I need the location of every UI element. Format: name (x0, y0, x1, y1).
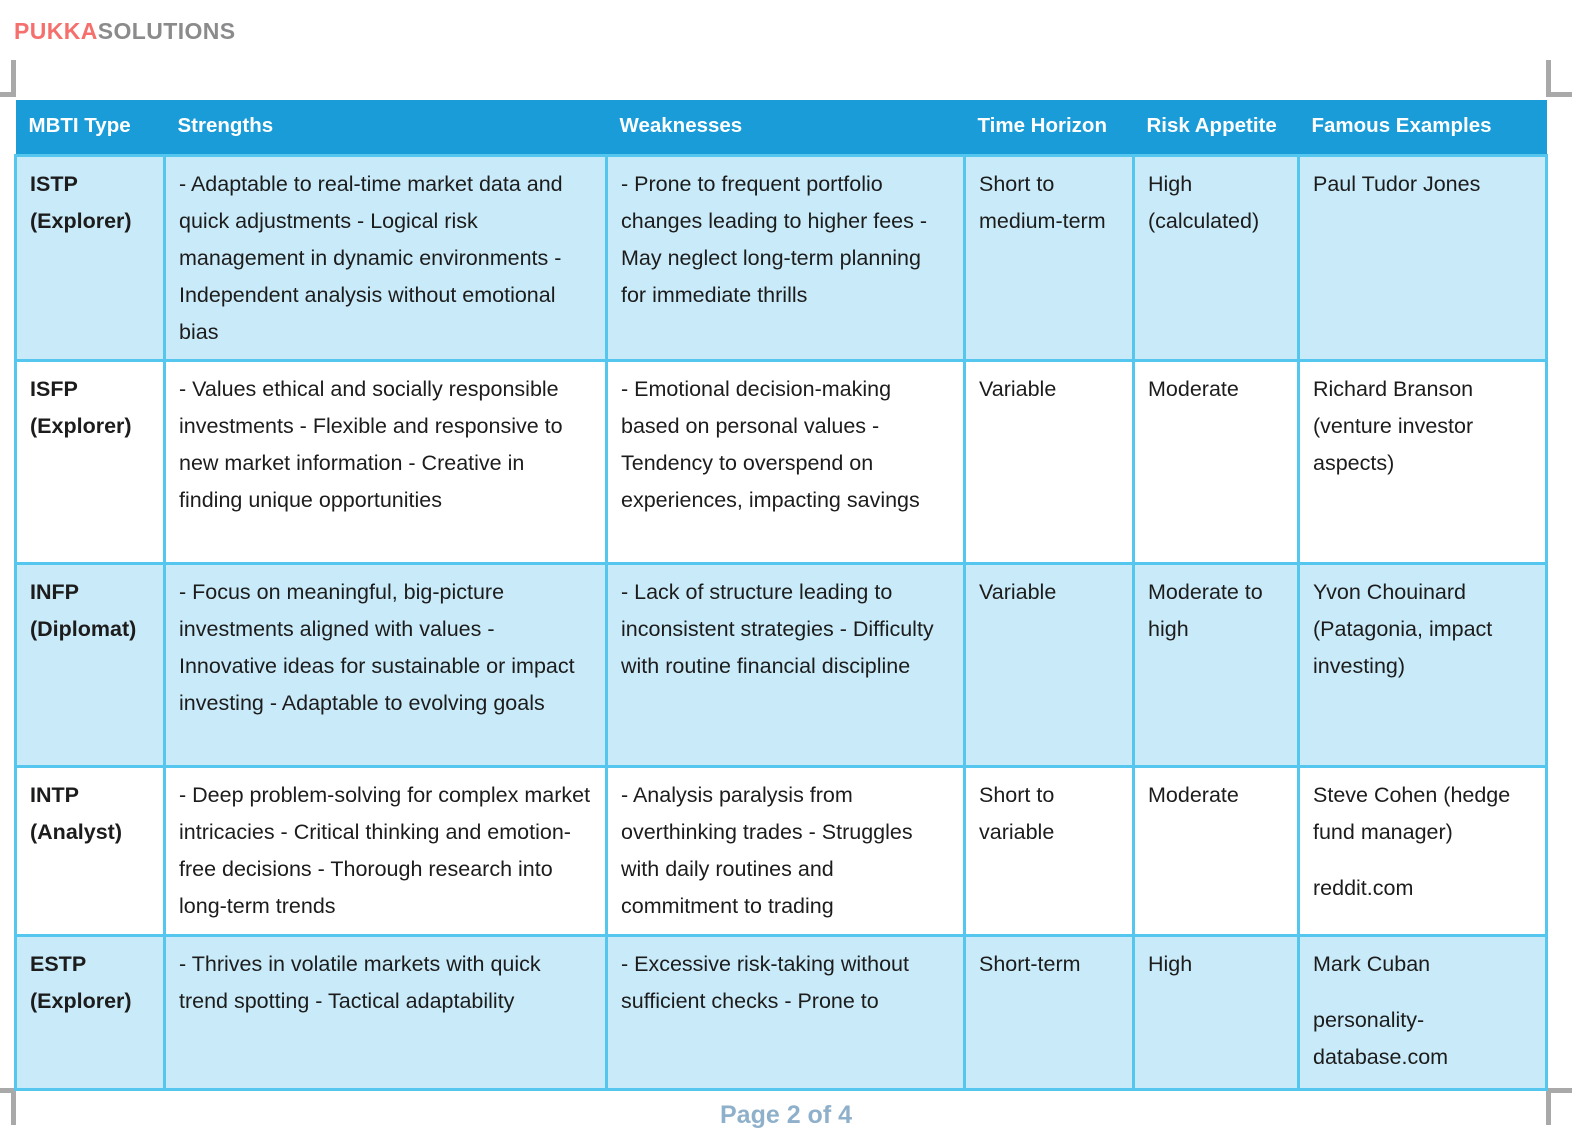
cell-famous-examples: Yvon Chouinard (Patagonia, impact invest… (1297, 562, 1548, 768)
famous-example-line: Richard Branson (venture investor aspect… (1313, 377, 1474, 475)
famous-example-line: Mark Cuban (1313, 952, 1431, 976)
cell-mbti-type: ESTP (Explorer) (14, 934, 166, 1091)
cell-famous-examples: Mark Cuban personality-database.com (1297, 934, 1548, 1091)
famous-example-line: reddit.com (1313, 876, 1414, 900)
cell-risk-appetite: Moderate (1132, 765, 1300, 937)
column-header-famous-examples: Famous Examples (1298, 100, 1547, 156)
cell-time-horizon: Variable (963, 359, 1135, 565)
cell-weaknesses: - Emotional decision-making based on per… (605, 359, 966, 565)
cell-risk-appetite: Moderate to high (1132, 562, 1300, 768)
cell-time-horizon: Variable (963, 562, 1135, 768)
crop-mark-bottom-left-icon (0, 1088, 16, 1125)
column-header-risk-appetite: Risk Appetite (1133, 100, 1299, 156)
cell-famous-examples: Richard Branson (venture investor aspect… (1297, 359, 1548, 565)
cell-mbti-type: ISTP (Explorer) (14, 154, 166, 362)
cell-weaknesses: - Prone to frequent portfolio changes le… (605, 154, 966, 362)
crop-mark-bottom-right-icon (1546, 1088, 1572, 1125)
famous-example-line: Steve Cohen (hedge fund manager) (1313, 783, 1511, 844)
cell-strengths: - Focus on meaningful, big-picture inves… (163, 562, 608, 768)
brand-logo: PUKKASOLUTIONS (14, 18, 236, 45)
page-number-label: Page 2 of 4 (720, 1101, 852, 1129)
column-header-mbti-type: MBTI Type (15, 100, 165, 156)
cell-weaknesses: - Lack of structure leading to inconsist… (605, 562, 966, 768)
cell-time-horizon: Short to medium-term (963, 154, 1135, 362)
table-row-estp-explorer: ESTP (Explorer) - Thrives in volatile mar… (14, 934, 1548, 1091)
table-header: MBTI Type Strengths Weaknesses Time Horizon… (15, 100, 1547, 156)
cell-strengths: - Values ethical and socially responsibl… (163, 359, 608, 565)
brand-logo-primary-text: PUKKA (14, 18, 98, 44)
table-header-row: MBTI Type Strengths Weaknesses Time Horizon… (15, 100, 1547, 156)
table-row-isfp-explorer: ISFP (Explorer) - Values ethical and soci… (14, 359, 1548, 565)
cell-weaknesses: - Analysis paralysis from overthinking t… (605, 765, 966, 937)
famous-example-line: Paul Tudor Jones (1313, 172, 1481, 196)
cell-risk-appetite: Moderate (1132, 359, 1300, 565)
cell-time-horizon: Short-term (963, 934, 1135, 1091)
table-row-infp-diplomat: INFP (Diplomat) - Focus on meaningful, bi… (14, 562, 1548, 768)
table-body: ISTP (Explorer) - Adaptable to real-time … (14, 154, 1548, 1091)
cell-famous-examples: Paul Tudor Jones (1297, 154, 1548, 362)
cell-strengths: - Adaptable to real-time market data and… (163, 154, 608, 362)
brand-logo-secondary-text: SOLUTIONS (97, 18, 236, 44)
mbti-investing-table: MBTI Type Strengths Weaknesses Time Horizon… (14, 100, 1548, 1091)
cell-time-horizon: Short to variable (963, 765, 1135, 937)
crop-mark-top-left-icon (0, 60, 16, 97)
cell-strengths: - Thrives in volatile markets with quick… (163, 934, 608, 1091)
cell-famous-examples: Steve Cohen (hedge fund manager) reddit.c… (1297, 765, 1548, 937)
famous-example-line: Yvon Chouinard (Patagonia, impact invest… (1313, 580, 1493, 678)
cell-strengths: - Deep problem-solving for complex marke… (163, 765, 608, 937)
table-row-istp-explorer: ISTP (Explorer) - Adaptable to real-time … (14, 154, 1548, 362)
cell-mbti-type: ISFP (Explorer) (14, 359, 166, 565)
famous-example-line: personality-database.com (1313, 1008, 1449, 1069)
cell-risk-appetite: High (calculated) (1132, 154, 1300, 362)
crop-mark-top-right-icon (1546, 60, 1572, 97)
column-header-time-horizon: Time Horizon (964, 100, 1134, 156)
cell-mbti-type: INFP (Diplomat) (14, 562, 166, 768)
cell-mbti-type: INTP (Analyst) (14, 765, 166, 937)
column-header-weaknesses: Weaknesses (606, 100, 965, 156)
cell-weaknesses: - Excessive risk-taking without sufficie… (605, 934, 966, 1091)
table-row-intp-analyst: INTP (Analyst) - Deep problem-solving for… (14, 765, 1548, 937)
cell-risk-appetite: High (1132, 934, 1300, 1091)
column-header-strengths: Strengths (164, 100, 607, 156)
